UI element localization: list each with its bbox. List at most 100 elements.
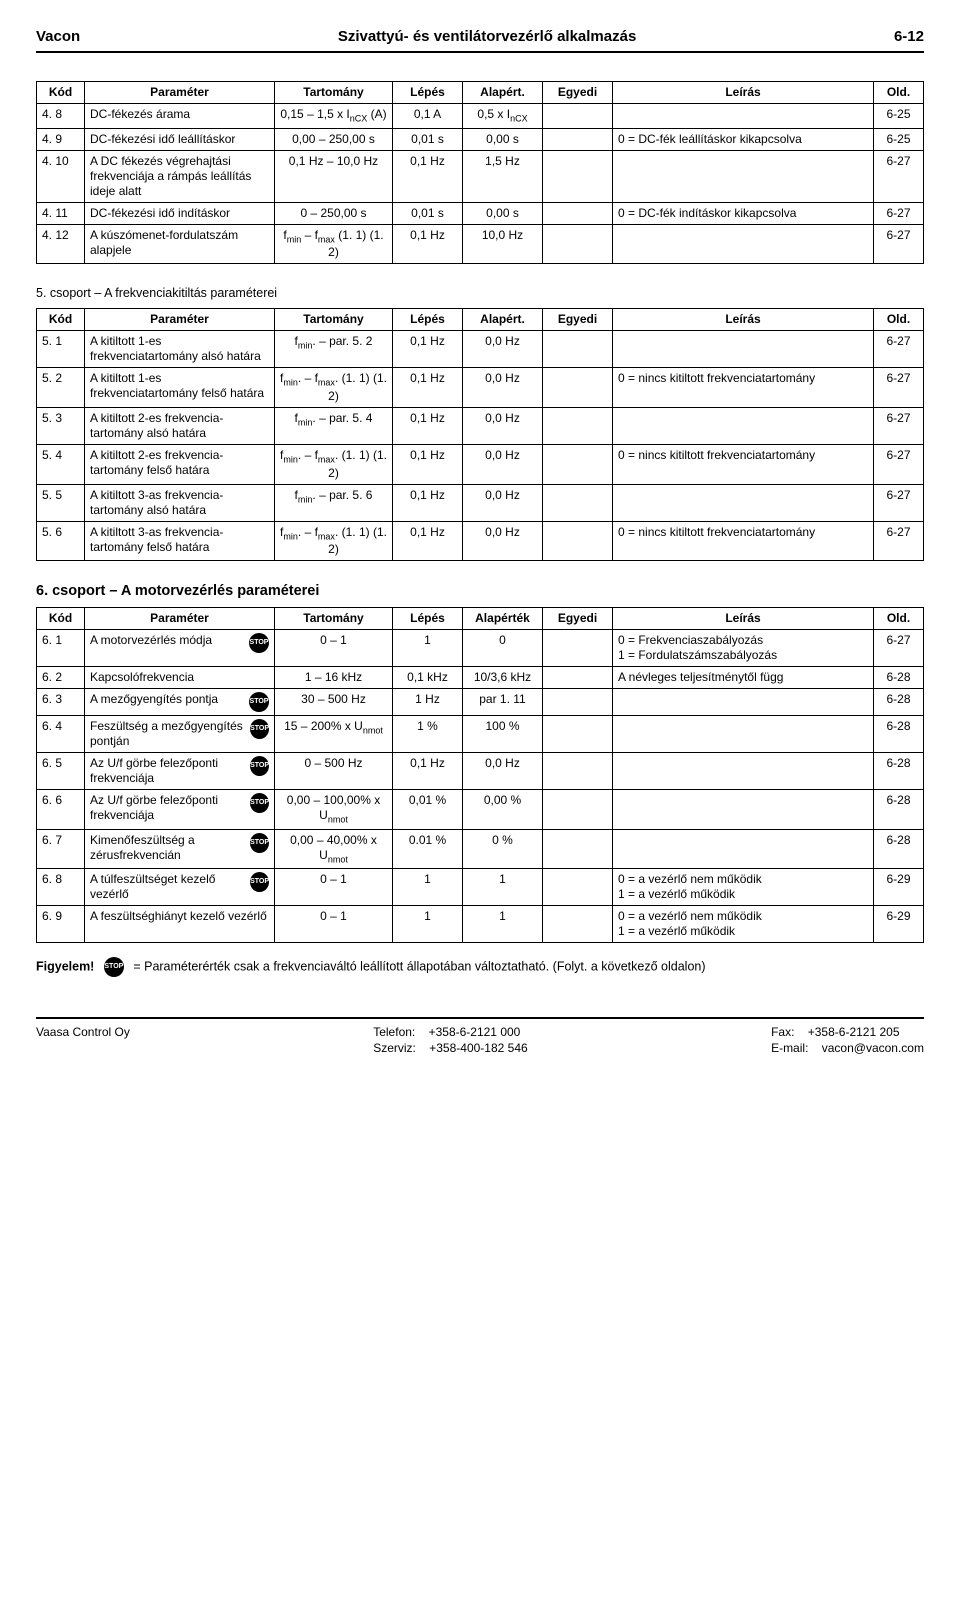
table-row: 5. 5A kitiltott 3-as frekvencia-tartomán… (37, 484, 924, 521)
cell-default: 0 (463, 630, 543, 667)
cell-default: 0,0 Hz (463, 331, 543, 368)
cell-custom (543, 689, 613, 716)
cell-default: 0,0 Hz (463, 444, 543, 484)
col-header: Paraméter (85, 309, 275, 331)
cell-range: 0,00 – 250,00 s (275, 128, 393, 150)
cell-page: 6-27 (874, 444, 924, 484)
cell-custom (543, 128, 613, 150)
cell-page: 6-28 (874, 716, 924, 753)
cell-desc (613, 716, 874, 753)
cell-code: 5. 2 (37, 368, 85, 408)
col-header: Kód (37, 608, 85, 630)
cell-param: A mezőgyengítés pontjaSTOP (85, 689, 275, 716)
cell-param: A kitiltott 2-es frekvencia-tartomány fe… (85, 444, 275, 484)
col-header: Alapért. (463, 82, 543, 104)
cell-desc: 0 = a vezérlő nem működik1 = a vezérlő m… (613, 869, 874, 906)
cell-page: 6-28 (874, 689, 924, 716)
cell-range: 0,00 – 40,00% x Unmot (275, 829, 393, 869)
cell-param: Az U/f görbe felezőponti frekvenciájaSTO… (85, 753, 275, 790)
cell-param: A kitiltott 3-as frekvencia-tartomány fe… (85, 521, 275, 561)
cell-desc (613, 331, 874, 368)
cell-default: 0,0 Hz (463, 521, 543, 561)
col-header: Alapérték (463, 608, 543, 630)
cell-page: 6-27 (874, 484, 924, 521)
cell-step: 1 (393, 906, 463, 943)
col-header: Tartomány (275, 608, 393, 630)
section5-title: 5. csoport – A frekvenciakitiltás paramé… (36, 286, 924, 300)
cell-desc (613, 150, 874, 202)
table-row: 6. 7Kimenőfeszültség a zérusfrekvenciánS… (37, 829, 924, 869)
cell-step: 1 (393, 869, 463, 906)
cell-step: 0,1 Hz (393, 484, 463, 521)
cell-range: fmin. – fmax. (1. 1) (1. 2) (275, 368, 393, 408)
cell-step: 1 (393, 630, 463, 667)
cell-default: 1,5 Hz (463, 150, 543, 202)
cell-custom (543, 444, 613, 484)
table-row: 5. 1A kitiltott 1-es frekvenciatartomány… (37, 331, 924, 368)
cell-range: fmin. – par. 5. 6 (275, 484, 393, 521)
cell-step: 0,1 Hz (393, 521, 463, 561)
stop-icon: STOP (250, 833, 269, 853)
section6-title: 6. csoport – A motorvezérlés paraméterei (36, 583, 924, 599)
note: Figyelem! STOP = Paraméterérték csak a f… (36, 957, 924, 977)
cell-custom (543, 150, 613, 202)
cell-custom (543, 906, 613, 943)
cell-custom (543, 407, 613, 444)
cell-range: fmin. – fmax. (1. 1) (1. 2) (275, 521, 393, 561)
table-row: 5. 6A kitiltott 3-as frekvencia-tartomán… (37, 521, 924, 561)
cell-default: 0,0 Hz (463, 753, 543, 790)
cell-param: A túlfeszültséget kezelő vezérlőSTOP (85, 869, 275, 906)
cell-desc (613, 407, 874, 444)
cell-custom (543, 104, 613, 129)
cell-range: 0,00 – 100,00% x Unmot (275, 790, 393, 830)
cell-step: 1 % (393, 716, 463, 753)
cell-code: 4. 11 (37, 202, 85, 224)
cell-default: par 1. 11 (463, 689, 543, 716)
cell-desc: 0 = DC-fék indításkor kikapcsolva (613, 202, 874, 224)
col-header: Egyedi (543, 608, 613, 630)
cell-param: A kitiltott 1-es frekvenciatartomány fel… (85, 368, 275, 408)
cell-param: A kitiltott 1-es frekvenciatartomány als… (85, 331, 275, 368)
cell-step: 0,1 Hz (393, 150, 463, 202)
cell-default: 10/3,6 kHz (463, 667, 543, 689)
cell-code: 6. 7 (37, 829, 85, 869)
table-group6: KódParaméterTartományLépésAlapértékEgyed… (36, 607, 924, 943)
cell-default: 0,00 s (463, 202, 543, 224)
cell-desc: 0 = nincs kitiltott frekvenciatartomány (613, 444, 874, 484)
table-group5: KódParaméterTartományLépésAlapért.Egyedi… (36, 308, 924, 561)
table-row: 4. 9DC-fékezési idő leállításkor0,00 – 2… (37, 128, 924, 150)
cell-range: 0 – 1 (275, 869, 393, 906)
cell-param: DC-fékezési idő leállításkor (85, 128, 275, 150)
stop-icon: STOP (250, 793, 269, 813)
table-row: 4. 10A DC fékezés végrehajtási frekvenci… (37, 150, 924, 202)
stop-icon: STOP (249, 692, 269, 712)
col-header: Egyedi (543, 82, 613, 104)
col-header: Leírás (613, 608, 874, 630)
cell-step: 0,01 % (393, 790, 463, 830)
table-row: 4. 8DC-fékezés árama0,15 – 1,5 x InCX (A… (37, 104, 924, 129)
cell-page: 6-28 (874, 829, 924, 869)
cell-desc (613, 104, 874, 129)
note-text: = Paraméterérték csak a frekvenciaváltó … (133, 960, 705, 974)
cell-default: 0 % (463, 829, 543, 869)
cell-range: 15 – 200% x Unmot (275, 716, 393, 753)
cell-step: 0,01 s (393, 128, 463, 150)
stop-icon: STOP (250, 756, 269, 776)
table-row: 5. 4A kitiltott 2-es frekvencia-tartomán… (37, 444, 924, 484)
cell-desc (613, 224, 874, 264)
cell-desc: 0 = DC-fék leállításkor kikapcsolva (613, 128, 874, 150)
col-header: Lépés (393, 608, 463, 630)
col-header: Leírás (613, 82, 874, 104)
cell-page: 6-25 (874, 128, 924, 150)
cell-custom (543, 630, 613, 667)
cell-code: 6. 1 (37, 630, 85, 667)
cell-default: 100 % (463, 716, 543, 753)
cell-desc: 0 = nincs kitiltott frekvenciatartomány (613, 368, 874, 408)
cell-custom (543, 521, 613, 561)
cell-param: Kapcsolófrekvencia (85, 667, 275, 689)
footer-contact: Fax: +358-6-2121 205 E-mail: vacon@vacon… (771, 1025, 924, 1056)
cell-range: 0,1 Hz – 10,0 Hz (275, 150, 393, 202)
cell-step: 0,1 A (393, 104, 463, 129)
cell-desc (613, 829, 874, 869)
cell-page: 6-27 (874, 202, 924, 224)
